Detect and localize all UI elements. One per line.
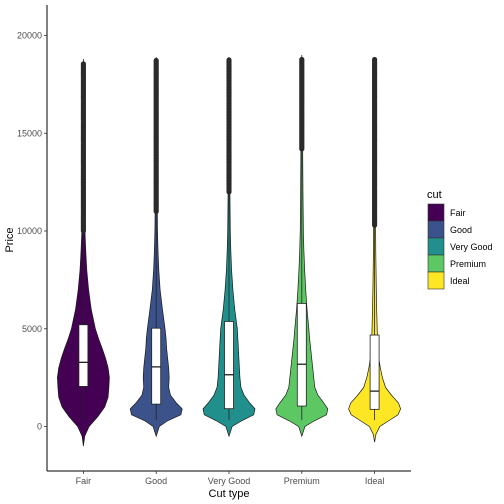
legend-key-good (427, 220, 445, 239)
box-very-good (224, 321, 234, 410)
x-tick-label-ideal: Ideal (365, 476, 385, 486)
box-good (151, 327, 162, 405)
violin-group-ideal (348, 56, 401, 443)
box-fair (78, 324, 89, 387)
outlier-point-fair-114 (80, 61, 86, 67)
outlier-point-good-103 (153, 57, 159, 64)
legend-label-very-good: Very Good (450, 242, 493, 252)
y-tick-label-5000: 5000 (22, 324, 42, 334)
violin-group-fair (57, 58, 110, 447)
legend-key-ideal (427, 271, 445, 290)
y-tick-label-0: 0 (37, 422, 42, 432)
outliers-fair (80, 61, 86, 234)
legend-title: cut (427, 189, 442, 201)
outliers-ideal (372, 56, 378, 228)
legend-label-fair: Fair (450, 208, 466, 218)
x-tick-label-premium: Premium (284, 476, 320, 486)
legend-label-premium: Premium (450, 259, 486, 269)
outlier-point-very-good-90 (226, 57, 232, 63)
legend-label-good: Good (450, 225, 472, 235)
plot-area (57, 55, 401, 447)
violin-group-good (129, 56, 183, 438)
y-tick-label-15000: 15000 (17, 128, 42, 138)
box-premium (296, 303, 307, 407)
legend-key-premium (427, 254, 445, 273)
outlier-point-premium-61 (299, 56, 305, 63)
box-ideal (369, 334, 380, 410)
violin-group-very-good (202, 56, 256, 438)
violin-group-premium (275, 55, 329, 438)
x-tick-label-good: Good (145, 476, 167, 486)
x-tick-label-very-good: Very Good (208, 476, 251, 486)
x-ticks: Fair Good Very Good Premium Ideal (76, 471, 385, 486)
outliers-premium (299, 56, 305, 152)
y-ticks: 0 5000 10000 15000 20000 (17, 31, 47, 432)
outliers-good (153, 57, 159, 215)
y-tick-label-10000: 10000 (17, 226, 42, 236)
legend-key-very-good (427, 237, 445, 256)
outliers-very-good (226, 57, 232, 195)
y-tick-label-20000: 20000 (17, 31, 42, 41)
x-axis-title: Cut type (209, 488, 250, 500)
legend-label-ideal: Ideal (450, 276, 470, 286)
outlier-point-ideal-113 (372, 56, 378, 63)
x-tick-label-fair: Fair (76, 476, 92, 486)
y-axis-title: Price (4, 227, 16, 252)
legend-key-fair (427, 203, 445, 222)
legend: cut Fair Good Very Good Premium Ideal (427, 189, 493, 290)
